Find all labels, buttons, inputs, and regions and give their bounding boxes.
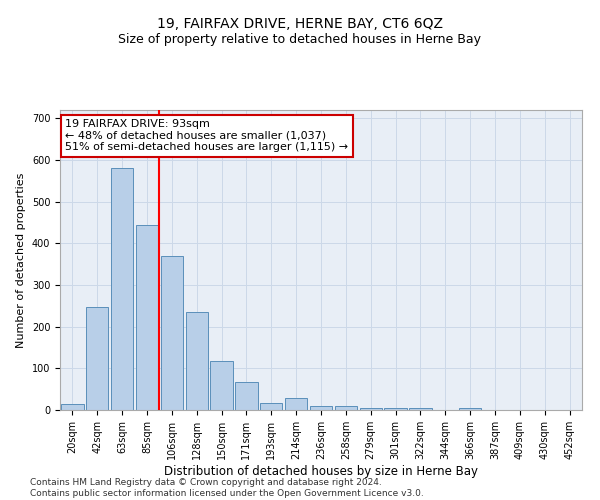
Bar bbox=[409, 408, 431, 410]
Bar bbox=[185, 312, 208, 410]
Bar bbox=[285, 398, 307, 410]
Text: 19, FAIRFAX DRIVE, HERNE BAY, CT6 6QZ: 19, FAIRFAX DRIVE, HERNE BAY, CT6 6QZ bbox=[157, 18, 443, 32]
Bar bbox=[61, 404, 83, 410]
X-axis label: Distribution of detached houses by size in Herne Bay: Distribution of detached houses by size … bbox=[164, 464, 478, 477]
Y-axis label: Number of detached properties: Number of detached properties bbox=[16, 172, 26, 348]
Bar bbox=[310, 406, 332, 410]
Bar bbox=[211, 361, 233, 410]
Text: Size of property relative to detached houses in Herne Bay: Size of property relative to detached ho… bbox=[119, 32, 482, 46]
Bar bbox=[335, 406, 357, 410]
Text: 19 FAIRFAX DRIVE: 93sqm
← 48% of detached houses are smaller (1,037)
51% of semi: 19 FAIRFAX DRIVE: 93sqm ← 48% of detache… bbox=[65, 119, 349, 152]
Bar bbox=[86, 306, 109, 410]
Bar bbox=[161, 256, 183, 410]
Bar bbox=[260, 402, 283, 410]
Bar bbox=[235, 382, 257, 410]
Bar bbox=[359, 408, 382, 410]
Bar bbox=[385, 408, 407, 410]
Bar bbox=[459, 408, 481, 410]
Bar bbox=[136, 224, 158, 410]
Bar bbox=[111, 168, 133, 410]
Text: Contains HM Land Registry data © Crown copyright and database right 2024.
Contai: Contains HM Land Registry data © Crown c… bbox=[30, 478, 424, 498]
